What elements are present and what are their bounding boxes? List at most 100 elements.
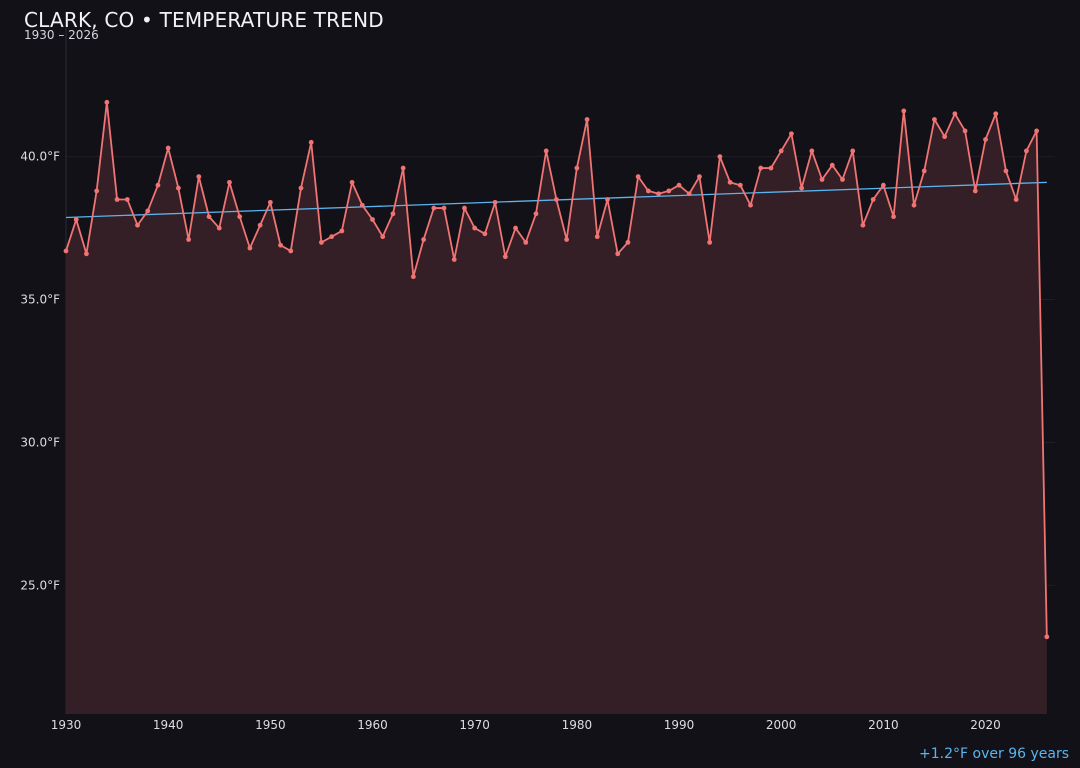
data-point-1943 [196, 174, 202, 180]
data-point-1953 [298, 185, 304, 191]
data-point-1958 [349, 179, 355, 185]
x-tick-label-1990: 1990 [664, 718, 695, 732]
data-point-1998 [758, 165, 764, 171]
data-point-1978 [554, 197, 559, 202]
x-tick-label-1940: 1940 [153, 718, 184, 732]
data-point-1952 [288, 248, 294, 254]
chart-subtitle: 1930 – 2026 [24, 28, 99, 42]
data-point-2013 [911, 202, 917, 208]
y-tick-label-1: 30.0°F [20, 435, 60, 449]
trend-annotation: +1.2°F over 96 years [919, 746, 1069, 762]
data-point-1957 [339, 228, 345, 234]
data-point-1970 [472, 225, 478, 231]
x-tick-label-2010: 2010 [868, 718, 899, 732]
data-point-1956 [329, 234, 335, 240]
data-point-1980 [574, 165, 580, 171]
x-tick-label-1970: 1970 [459, 718, 490, 732]
data-point-1976 [533, 211, 539, 217]
data-point-2004 [819, 177, 825, 182]
data-point-1930 [63, 248, 69, 254]
data-point-1975 [523, 239, 529, 245]
data-point-1992 [697, 174, 702, 180]
series-area [66, 102, 1047, 715]
data-point-1987 [645, 188, 651, 194]
data-point-1955 [319, 239, 324, 245]
x-tick-label-2000: 2000 [766, 718, 797, 732]
data-point-1931 [73, 217, 79, 222]
data-point-1960 [370, 217, 375, 222]
data-point-1941 [175, 185, 181, 191]
x-tick-label-1980: 1980 [562, 718, 593, 732]
data-point-2000 [778, 148, 784, 154]
data-point-1974 [513, 225, 518, 231]
data-point-1954 [308, 139, 314, 145]
data-point-1981 [584, 117, 590, 122]
data-point-1951 [278, 242, 283, 248]
data-point-2022 [1003, 168, 1009, 174]
data-point-1979 [564, 237, 570, 242]
data-point-2002 [799, 185, 805, 191]
data-point-1937 [135, 222, 140, 228]
data-point-1993 [707, 239, 713, 245]
data-point-1934 [104, 99, 110, 105]
data-point-1964 [410, 274, 416, 280]
data-point-2015 [932, 117, 937, 122]
data-point-1939 [155, 182, 161, 188]
data-point-1959 [359, 202, 365, 208]
data-point-2003 [809, 148, 815, 154]
data-point-1996 [737, 182, 743, 188]
data-point-2021 [993, 111, 999, 117]
data-point-2001 [789, 131, 794, 137]
data-point-1945 [216, 225, 222, 231]
y-tick-label-2: 35.0°F [20, 293, 60, 307]
data-point-1944 [206, 214, 212, 220]
data-point-2014 [921, 168, 927, 174]
data-point-2011 [891, 214, 896, 220]
data-point-2024 [1023, 148, 1029, 154]
data-point-1968 [451, 257, 457, 262]
x-tick-label-2020: 2020 [970, 718, 1001, 732]
data-point-2007 [850, 148, 856, 154]
data-point-1990 [676, 182, 682, 188]
data-point-1965 [421, 237, 426, 242]
data-point-1942 [186, 237, 192, 242]
data-point-1948 [247, 245, 253, 251]
data-point-2023 [1013, 197, 1019, 202]
data-point-1989 [666, 188, 672, 194]
data-point-1982 [594, 234, 600, 240]
data-point-1995 [727, 179, 733, 185]
data-point-2012 [901, 108, 907, 114]
data-point-1933 [94, 188, 100, 194]
data-point-2025 [1034, 128, 1040, 134]
data-point-1961 [380, 234, 386, 240]
data-point-1986 [635, 174, 641, 180]
data-point-1971 [482, 231, 488, 237]
data-point-1967 [441, 205, 447, 211]
data-point-1938 [145, 208, 151, 214]
data-point-1963 [400, 165, 406, 171]
data-point-1950 [267, 199, 273, 205]
data-point-2020 [983, 137, 988, 142]
data-point-1940 [165, 145, 171, 151]
data-point-1936 [124, 197, 130, 202]
data-point-1973 [502, 254, 508, 260]
y-tick-label-0: 25.0°F [20, 578, 60, 592]
data-point-1999 [768, 165, 774, 171]
data-point-1949 [257, 222, 263, 228]
x-tick-label-1930: 1930 [51, 718, 82, 732]
x-tick-label-1950: 1950 [255, 718, 286, 732]
data-point-2017 [952, 111, 958, 117]
chart-title: CLARK, CO • TEMPERATURE TREND [24, 8, 384, 32]
data-point-2005 [829, 162, 835, 168]
data-point-1991 [686, 191, 692, 197]
x-tick-label-1960: 1960 [357, 718, 388, 732]
data-point-1984 [615, 251, 621, 257]
data-point-1946 [227, 179, 232, 185]
y-tick-label-3: 40.0°F [20, 150, 60, 164]
data-point-2026 [1044, 634, 1050, 640]
data-point-2019 [972, 188, 978, 194]
data-point-1962 [390, 211, 396, 217]
data-point-2018 [962, 128, 968, 134]
